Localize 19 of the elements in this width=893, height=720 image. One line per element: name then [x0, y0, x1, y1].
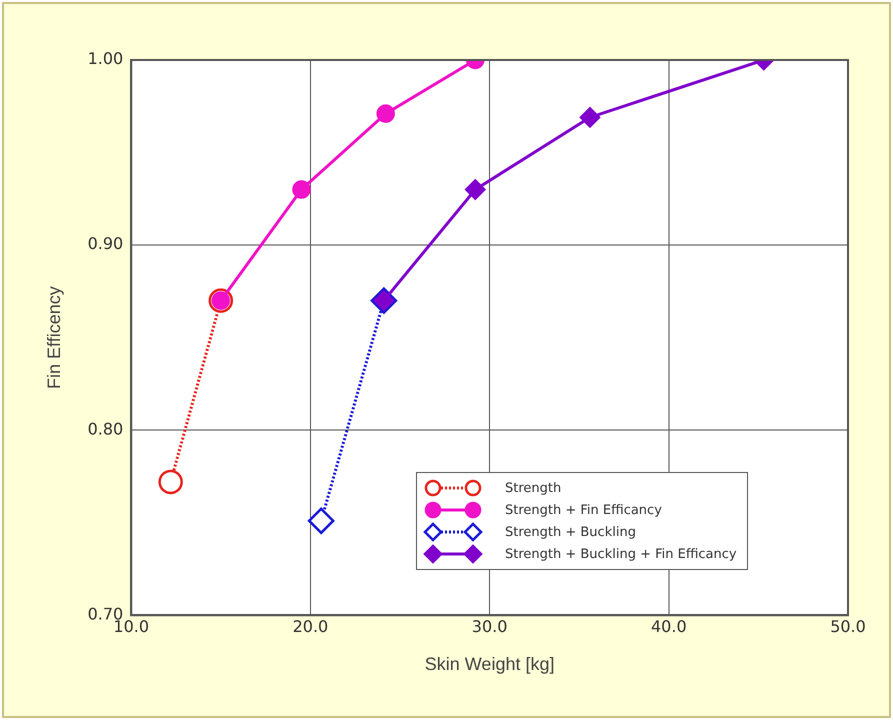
point [465, 179, 486, 200]
point [308, 508, 334, 534]
y-axis-title: Fin Efficency [44, 286, 64, 389]
point [376, 104, 395, 123]
legend-label: Strength [505, 480, 562, 496]
legend-label: Strength + Buckling [505, 524, 636, 540]
y-tick-label: 1.00 [88, 49, 124, 68]
point [580, 107, 600, 128]
x-tick-label: 20.0 [292, 616, 328, 636]
y-tick-label: 0.90 [88, 234, 124, 254]
legend-label: Strength + Fin Efficancy [505, 502, 662, 518]
y-tick-label: 0.80 [88, 419, 124, 438]
legend-label: Strength + Buckling + Fin Efficancy [505, 546, 737, 562]
x-tick-label: 50.0 [830, 616, 866, 636]
x-axis-title: Skin Weight [kg] [424, 654, 554, 674]
point [158, 470, 183, 494]
x-tick-label: 40.0 [650, 616, 687, 636]
point [292, 180, 311, 199]
x-tick-label: 30.0 [472, 616, 508, 636]
